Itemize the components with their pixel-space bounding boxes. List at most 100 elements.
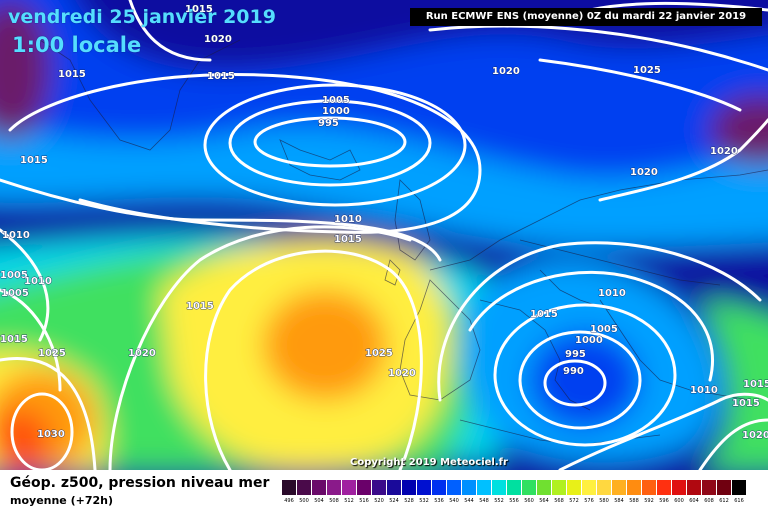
isobar-label: 1020 [204, 34, 232, 45]
isobar-label: 1015 [334, 234, 362, 245]
forecast-date: vendredi 25 janvier 2019 [8, 6, 276, 28]
isobar-label: 1015 [743, 379, 768, 390]
scale-label: 536 [434, 498, 444, 504]
legend-title: Géop. z500, pression niveau mer [10, 475, 270, 491]
scale-swatch [732, 480, 746, 495]
scale-swatch [687, 480, 701, 495]
scale-label: 608 [704, 498, 714, 504]
isobar-label: 1015 [207, 71, 235, 82]
scale-swatch [402, 480, 416, 495]
scale-swatch [387, 480, 401, 495]
scale-swatch [477, 480, 491, 495]
field-f-purple [0, 0, 50, 140]
isobar-label: 1010 [2, 230, 30, 241]
scale-label: 500 [299, 498, 309, 504]
scale-swatch [567, 480, 581, 495]
legend-footer: Géop. z500, pression niveau mer moyenne … [0, 470, 768, 512]
copyright-text: Copyright 2019 Meteociel.fr [350, 457, 508, 468]
scale-label: 612 [719, 498, 729, 504]
scale-label: 520 [374, 498, 384, 504]
isobar-label: 1020 [492, 66, 520, 77]
scale-label: 604 [689, 498, 699, 504]
scale-label: 572 [569, 498, 579, 504]
scale-swatch [552, 480, 566, 495]
scale-swatch [357, 480, 371, 495]
isobar-label: 1015 [185, 4, 213, 15]
isobar-label: 1020 [630, 167, 658, 178]
isobar-label: 1010 [690, 385, 718, 396]
isobar-label: 1000 [322, 106, 350, 117]
isobar-label: 1030 [37, 429, 65, 440]
isobar-label: 1005 [590, 324, 618, 335]
scale-swatch [582, 480, 596, 495]
isobar-label: 1025 [38, 348, 66, 359]
scale-swatch [282, 480, 296, 495]
field-f-green-e [700, 300, 768, 470]
isobar-label: 1010 [334, 214, 362, 225]
isobar-label: 990 [563, 366, 584, 377]
scale-label: 576 [584, 498, 594, 504]
legend-subtitle: moyenne (+72h) [10, 494, 114, 507]
scale-label: 600 [674, 498, 684, 504]
field-f-mdeep [530, 332, 640, 428]
isobar-label: 1025 [365, 348, 393, 359]
scale-label: 516 [359, 498, 369, 504]
scale-label: 540 [449, 498, 459, 504]
scale-swatch [672, 480, 686, 495]
scale-swatch [492, 480, 506, 495]
scale-swatch [342, 480, 356, 495]
isobar-label: 1005 [322, 95, 350, 106]
scale-swatch [642, 480, 656, 495]
scale-swatch [417, 480, 431, 495]
forecast-time: 1:00 locale [12, 33, 142, 57]
scale-swatch [372, 480, 386, 495]
isobars [0, 0, 768, 470]
scale-swatch [537, 480, 551, 495]
scale-label: 528 [404, 498, 414, 504]
scale-swatch [612, 480, 626, 495]
scale-swatch [522, 480, 536, 495]
scale-label: 496 [284, 498, 294, 504]
isobar-label: 1025 [633, 65, 661, 76]
isobar-label: 1000 [575, 335, 603, 346]
scale-label: 592 [644, 498, 654, 504]
scale-label: 616 [734, 498, 744, 504]
scale-label: 560 [524, 498, 534, 504]
scale-label: 504 [314, 498, 324, 504]
scale-label: 556 [509, 498, 519, 504]
isobar-label: 1020 [710, 146, 738, 157]
field-f-light [0, 125, 768, 248]
isobar-label: 1015 [58, 69, 86, 80]
isobar-label: 1015 [20, 155, 48, 166]
scale-swatch [702, 480, 716, 495]
map-canvas: 1015 1020 1015 1015 1005 1000 995 1020 1… [0, 0, 768, 470]
scale-swatch [312, 480, 326, 495]
isobar-label: 1020 [388, 368, 416, 379]
field-f-purple2 [710, 95, 768, 165]
scale-swatch [462, 480, 476, 495]
isobar-label: 1015 [0, 334, 28, 345]
scale-label: 584 [614, 498, 624, 504]
scale-swatch [447, 480, 461, 495]
scale-label: 544 [464, 498, 474, 504]
scale-label: 596 [659, 498, 669, 504]
isobar-label: 1010 [598, 288, 626, 299]
scale-label: 564 [539, 498, 549, 504]
scale-label: 532 [419, 498, 429, 504]
isobar-label-group: 1015 1020 1015 1015 1005 1000 995 1020 1… [0, 4, 768, 442]
field-f-orange [263, 290, 387, 400]
scale-label: 580 [599, 498, 609, 504]
scale-swatch [597, 480, 611, 495]
scale-swatch [327, 480, 341, 495]
scale-label: 568 [554, 498, 564, 504]
scale-label: 548 [479, 498, 489, 504]
isobar-label: 995 [565, 349, 586, 360]
scale-label: 524 [389, 498, 399, 504]
weather-map: 1015 1020 1015 1015 1005 1000 995 1020 1… [0, 0, 768, 470]
scale-label: 512 [344, 498, 354, 504]
scale-swatch [432, 480, 446, 495]
isobar-label: 1020 [128, 348, 156, 359]
run-info: Run ECMWF ENS (moyenne) 0Z du mardi 22 j… [410, 8, 762, 26]
isobar-label: 1010 [24, 276, 52, 287]
isobar-label: 1005 [0, 270, 28, 281]
